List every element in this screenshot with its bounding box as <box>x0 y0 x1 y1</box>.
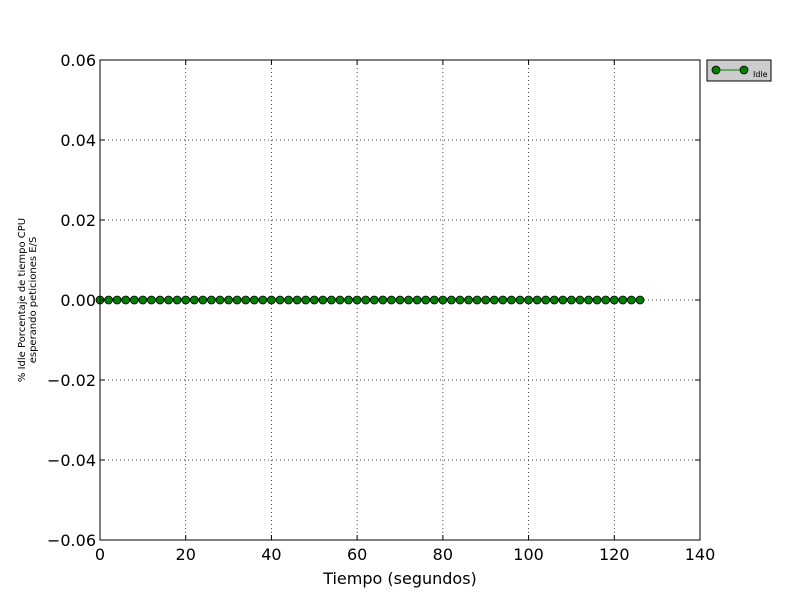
y-tick-label: −0.04 <box>47 451 96 470</box>
data-point-idle <box>635 295 645 305</box>
x-tick-label: 100 <box>513 545 544 564</box>
data-point-idle <box>327 295 336 305</box>
y-axis-title-line-2: esperando peticiones E/S <box>28 237 39 364</box>
x-axis-title: Tiempo (segundos) <box>322 569 477 588</box>
data-point-idle <box>215 295 225 305</box>
legend: Idle <box>706 59 772 82</box>
data-point-idle <box>421 295 431 305</box>
data-point-idle <box>241 295 251 305</box>
data-point-idle <box>515 295 525 305</box>
data-point-idle <box>378 295 388 305</box>
data-point-idle <box>164 295 173 305</box>
data-point-idle <box>455 295 465 305</box>
data-point-idle <box>104 295 113 305</box>
data-point-idle <box>532 295 542 305</box>
data-point-idle <box>155 295 165 305</box>
data-point-idle <box>138 295 148 305</box>
data-point-idle <box>318 295 328 305</box>
series-idle <box>95 295 645 305</box>
y-tick-label: 0.04 <box>60 131 96 150</box>
data-point-idle <box>558 295 568 305</box>
data-point-idle <box>584 295 593 305</box>
data-point-idle <box>404 295 413 305</box>
data-point-idle <box>524 295 533 305</box>
data-point-idle <box>429 295 439 305</box>
x-tick-label: 40 <box>261 545 281 564</box>
data-point-idle <box>129 295 139 305</box>
data-point-idle <box>447 295 456 305</box>
data-point-idle <box>284 295 293 305</box>
legend-label-idle: Idle <box>753 70 768 79</box>
data-point-idle <box>361 295 371 305</box>
x-tick-label: 120 <box>599 545 630 564</box>
data-point-idle <box>309 295 319 305</box>
data-point-idle <box>344 295 353 305</box>
data-point-idle <box>592 295 602 305</box>
legend-marker-idle <box>711 65 721 75</box>
data-point-idle <box>549 295 559 305</box>
y-tick-label: −0.06 <box>47 531 96 550</box>
y-tick-label: 0.02 <box>60 211 96 230</box>
y-axis-title: % Idle Porcentaje de tiempo CPU esperand… <box>17 218 39 382</box>
data-point-idle <box>489 295 499 305</box>
data-point-idle <box>369 295 379 305</box>
data-point-idle <box>412 295 422 305</box>
data-point-idle <box>181 295 191 305</box>
y-axis-title-line-1: % Idle Porcentaje de tiempo CPU <box>17 218 28 382</box>
data-point-idle <box>258 295 268 305</box>
data-point-idle <box>198 295 208 305</box>
data-point-idle <box>618 295 628 305</box>
data-point-idle <box>292 295 302 305</box>
data-point-idle <box>189 295 199 305</box>
data-point-idle <box>507 295 516 305</box>
data-point-idle <box>301 295 311 305</box>
legend-marker-idle <box>739 65 749 75</box>
data-point-idle <box>267 295 276 305</box>
axis-ticks: 0 20 40 60 80 100 120 140 0.06 0.04 0.02 0.00 −0.02 −… <box>47 51 715 564</box>
data-point-idle <box>387 295 396 305</box>
data-point-idle <box>335 295 345 305</box>
data-point-idle <box>224 295 233 305</box>
data-point-idle <box>541 295 551 305</box>
data-point-idle <box>609 295 619 305</box>
data-point-idle <box>438 295 448 305</box>
data-point-idle <box>207 295 216 305</box>
data-point-idle <box>172 295 182 305</box>
y-tick-label: 0.00 <box>60 291 96 310</box>
data-point-idle <box>472 295 482 305</box>
data-point-idle <box>481 295 491 305</box>
x-tick-label: 20 <box>176 545 196 564</box>
data-point-idle <box>232 295 242 305</box>
data-point-idle <box>147 295 156 305</box>
data-point-idle <box>249 295 259 305</box>
data-point-idle <box>498 295 508 305</box>
data-point-idle <box>121 295 131 305</box>
data-point-idle <box>112 295 122 305</box>
data-point-idle <box>395 295 405 305</box>
data-point-idle <box>352 295 362 305</box>
y-tick-label: −0.02 <box>47 371 96 390</box>
x-tick-label: 0 <box>95 545 105 564</box>
data-point-idle <box>567 295 576 305</box>
data-point-idle <box>464 295 473 305</box>
x-tick-label: 60 <box>347 545 367 564</box>
data-point-idle <box>601 295 611 305</box>
data-point-idle <box>575 295 585 305</box>
data-point-idle <box>275 295 285 305</box>
x-tick-label: 140 <box>685 545 716 564</box>
y-tick-label: 0.06 <box>60 51 96 70</box>
x-tick-label: 80 <box>433 545 453 564</box>
data-point-idle <box>627 295 636 305</box>
